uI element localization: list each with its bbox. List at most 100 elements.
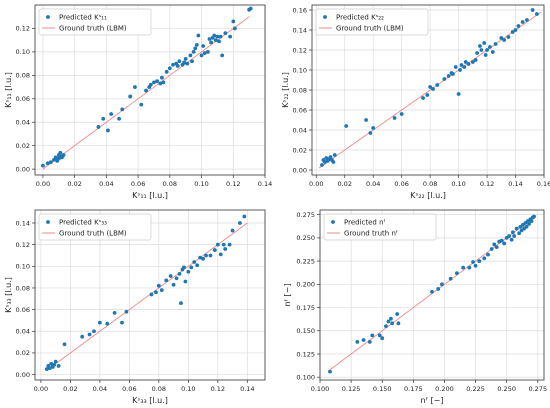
data-point (390, 321, 395, 326)
data-point (194, 42, 199, 47)
legend-marker-predicted (46, 220, 50, 224)
y-tick-label: 0.06 (16, 306, 30, 314)
x-tick-label: 0.12 (226, 180, 240, 188)
data-point (44, 367, 49, 372)
legend-label-ground-truth: Ground truth (LBM) (336, 25, 404, 33)
x-tick-label: 0.00 (34, 385, 48, 393)
data-point (242, 214, 247, 219)
x-tick-label: 0.14 (508, 180, 522, 188)
data-point (217, 39, 221, 44)
x-tick-label: 0.08 (163, 180, 177, 188)
data-point (435, 83, 440, 87)
data-point (212, 248, 217, 252)
data-point (171, 282, 176, 287)
data-point (513, 28, 518, 32)
data-point (182, 60, 187, 65)
data-point (490, 50, 495, 54)
data-point (384, 324, 388, 329)
data-point (530, 8, 535, 12)
data-point (475, 51, 480, 55)
data-point (395, 312, 400, 316)
data-point (399, 112, 404, 116)
data-point (164, 69, 169, 74)
legend-label-ground-truth: Ground truth (LBM) (59, 25, 127, 33)
data-point (509, 237, 514, 242)
data-point (109, 112, 114, 116)
data-point (520, 20, 525, 24)
data-point (456, 92, 461, 96)
data-point (97, 320, 102, 325)
x-tick-label: 0.02 (67, 180, 81, 188)
data-point (52, 362, 57, 367)
y-tick-label: 0.04 (16, 119, 30, 127)
data-point (45, 161, 50, 166)
y-axis-label: Kˢ₃₃ [l.u.] (4, 277, 13, 313)
data-point (320, 163, 324, 167)
data-point (470, 60, 475, 64)
data-point (175, 64, 180, 68)
data-point (231, 19, 236, 24)
data-point (186, 269, 191, 274)
data-point (153, 290, 158, 295)
legend-marker-predicted (323, 15, 327, 19)
x-tick-label: 0.02 (337, 180, 351, 188)
data-point (191, 49, 196, 54)
y-tick-label: 0.175 (296, 304, 315, 312)
data-point (477, 259, 482, 263)
data-point (139, 102, 144, 107)
data-point (453, 65, 458, 69)
data-point (120, 320, 124, 325)
legend-label-predicted: Predicted Kˢ₁₁ (59, 14, 107, 22)
data-point (149, 292, 154, 297)
data-point (205, 49, 210, 54)
y-axis-label: Kˢ₂₂ [l.u.] (281, 72, 290, 108)
data-point (49, 361, 54, 366)
data-point (368, 131, 373, 135)
ground-truth-line (46, 222, 248, 371)
data-point (332, 153, 337, 157)
data-point (174, 276, 179, 281)
y-tick-label: 0.10 (16, 48, 30, 56)
legend-label-predicted: Predicted Kˢ₂₂ (336, 14, 384, 22)
data-point (209, 40, 213, 45)
legend-box (323, 213, 437, 241)
y-axis-label: nᶠ [−] (283, 284, 292, 307)
data-point (466, 62, 471, 66)
data-point (152, 80, 156, 85)
data-point (517, 231, 522, 236)
data-point (486, 252, 490, 257)
x-tick-label: 0.12 (211, 385, 225, 393)
data-point (482, 41, 487, 45)
legend-label-ground-truth: Ground truth (LBM) (59, 230, 127, 238)
data-point (215, 34, 220, 39)
x-tick-label: 0.16 (537, 180, 550, 188)
data-point (53, 155, 58, 160)
data-point (364, 118, 368, 122)
data-point (483, 53, 488, 57)
data-point (192, 260, 197, 264)
data-point (328, 155, 333, 159)
data-point (177, 271, 182, 276)
x-tick-label: 0.02 (63, 385, 77, 393)
data-point (471, 260, 475, 264)
x-tick-label: 0.100 (311, 385, 330, 393)
data-point (451, 72, 455, 76)
data-point (502, 241, 507, 246)
data-point (371, 126, 376, 130)
data-point (168, 274, 173, 278)
data-point (506, 35, 511, 39)
x-tick-label: 0.00 (36, 180, 50, 188)
x-tick-label: 0.08 (423, 180, 437, 188)
data-point (128, 94, 133, 99)
data-point (507, 234, 512, 238)
data-point (199, 53, 204, 58)
data-point (525, 18, 529, 22)
data-point (185, 61, 190, 66)
data-point (193, 46, 198, 51)
plot-frame (319, 209, 545, 381)
y-tick-label: 0.02 (16, 142, 30, 150)
y-tick-label: 0.02 (16, 349, 30, 357)
y-tick-label: 0.06 (16, 95, 30, 103)
y-tick-label: 0.06 (293, 106, 307, 114)
